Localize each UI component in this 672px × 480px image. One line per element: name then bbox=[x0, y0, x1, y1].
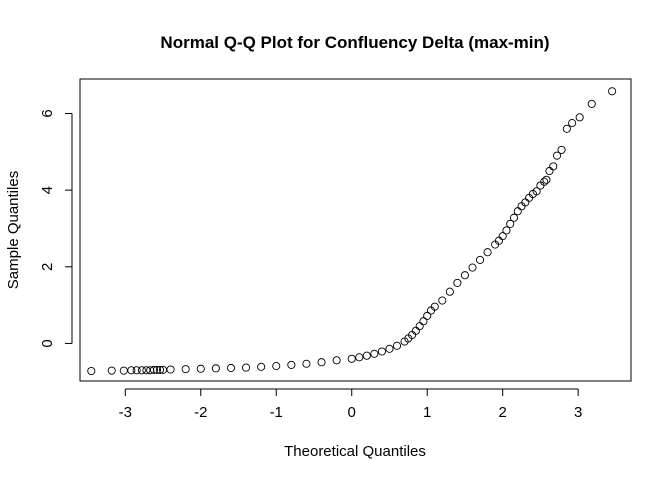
data-point bbox=[257, 362, 266, 371]
data-point bbox=[242, 363, 251, 372]
data-point bbox=[453, 278, 462, 287]
data-point bbox=[370, 349, 379, 358]
data-point bbox=[509, 213, 519, 222]
data-point bbox=[415, 322, 424, 331]
chart-title: Normal Q-Q Plot for Confluency Delta (ma… bbox=[160, 33, 549, 52]
data-point bbox=[575, 113, 584, 122]
data-point bbox=[119, 366, 128, 375]
data-point bbox=[152, 365, 162, 374]
data-point bbox=[445, 287, 454, 296]
data-point bbox=[392, 341, 402, 350]
y-axis-label: Sample Quantiles bbox=[5, 171, 22, 289]
data-points bbox=[87, 87, 617, 376]
data-point bbox=[552, 151, 562, 160]
data-point bbox=[137, 366, 146, 375]
data-point bbox=[587, 99, 596, 108]
data-point bbox=[385, 344, 394, 353]
data-point bbox=[483, 248, 492, 257]
data-point bbox=[506, 219, 515, 228]
data-point bbox=[226, 363, 236, 373]
data-point bbox=[166, 365, 175, 374]
data-point bbox=[502, 226, 511, 235]
x-tick-label: 1 bbox=[423, 404, 431, 421]
plot-frame bbox=[79, 78, 632, 382]
x-axis: -3 -2 -1 0 1 2 3 bbox=[119, 388, 582, 421]
y-tick-label: 6 bbox=[39, 109, 56, 117]
data-point bbox=[155, 365, 165, 374]
x-tick-label: -1 bbox=[270, 404, 283, 421]
data-point bbox=[211, 364, 220, 373]
data-point bbox=[557, 145, 566, 154]
data-point bbox=[423, 311, 432, 320]
x-tick-label: 3 bbox=[574, 404, 582, 421]
data-point bbox=[302, 359, 311, 368]
data-point bbox=[87, 366, 96, 376]
data-point bbox=[475, 255, 485, 264]
data-point bbox=[468, 263, 477, 272]
x-axis-label: Theoretical Quantiles bbox=[284, 443, 426, 460]
x-tick-label: -2 bbox=[194, 404, 207, 421]
x-tick-label: 2 bbox=[499, 404, 507, 421]
x-tick-label: -3 bbox=[119, 404, 132, 421]
data-point bbox=[317, 358, 326, 367]
data-point bbox=[107, 366, 116, 375]
data-point bbox=[430, 302, 439, 311]
data-point bbox=[149, 365, 159, 374]
data-point bbox=[532, 187, 541, 196]
data-point bbox=[196, 364, 205, 373]
data-point bbox=[132, 366, 141, 375]
data-point bbox=[411, 326, 420, 335]
data-point bbox=[419, 317, 428, 326]
y-tick-label: 0 bbox=[39, 339, 56, 347]
data-point bbox=[542, 175, 551, 184]
data-point bbox=[545, 166, 554, 176]
data-point bbox=[498, 232, 507, 241]
y-axis: 0 2 4 6 bbox=[39, 109, 73, 348]
data-point bbox=[355, 353, 364, 362]
data-point bbox=[347, 354, 356, 363]
data-point bbox=[127, 366, 136, 375]
data-point bbox=[540, 177, 549, 186]
data-point bbox=[460, 271, 469, 280]
data-point bbox=[513, 207, 522, 216]
data-point bbox=[287, 360, 296, 369]
data-point bbox=[562, 124, 571, 133]
data-point bbox=[272, 362, 281, 371]
data-point bbox=[362, 351, 371, 360]
data-point bbox=[568, 119, 577, 128]
data-point bbox=[438, 296, 447, 305]
data-point bbox=[181, 365, 190, 374]
y-tick-label: 2 bbox=[39, 263, 56, 271]
x-tick-label: 0 bbox=[348, 404, 356, 421]
y-tick-label: 4 bbox=[39, 186, 56, 194]
data-point bbox=[377, 347, 386, 356]
data-point bbox=[549, 162, 558, 171]
data-point bbox=[332, 356, 341, 365]
data-point bbox=[608, 87, 617, 96]
